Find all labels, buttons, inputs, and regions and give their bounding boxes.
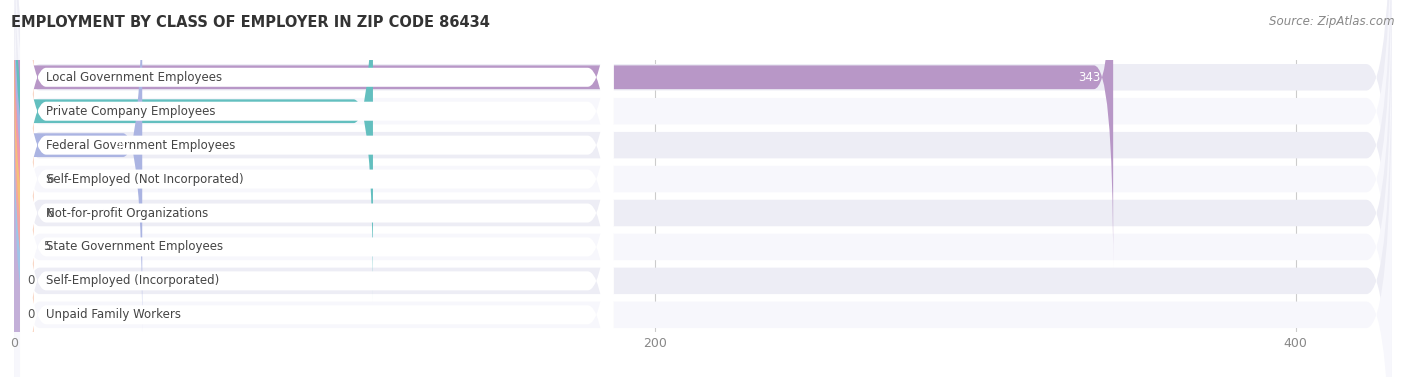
FancyBboxPatch shape — [14, 0, 1392, 377]
FancyBboxPatch shape — [14, 0, 1392, 369]
Text: 112: 112 — [337, 105, 360, 118]
FancyBboxPatch shape — [14, 21, 34, 377]
FancyBboxPatch shape — [0, 89, 34, 377]
Text: Self-Employed (Not Incorporated): Self-Employed (Not Incorporated) — [46, 173, 243, 185]
Text: 6: 6 — [46, 173, 53, 185]
FancyBboxPatch shape — [14, 0, 1392, 377]
Text: State Government Employees: State Government Employees — [46, 241, 224, 253]
FancyBboxPatch shape — [11, 55, 34, 377]
FancyBboxPatch shape — [14, 0, 1114, 269]
FancyBboxPatch shape — [21, 0, 613, 373]
FancyBboxPatch shape — [21, 0, 613, 377]
FancyBboxPatch shape — [21, 0, 613, 377]
Text: Source: ZipAtlas.com: Source: ZipAtlas.com — [1270, 15, 1395, 28]
Text: EMPLOYMENT BY CLASS OF EMPLOYER IN ZIP CODE 86434: EMPLOYMENT BY CLASS OF EMPLOYER IN ZIP C… — [11, 15, 491, 30]
FancyBboxPatch shape — [21, 0, 613, 377]
FancyBboxPatch shape — [14, 0, 142, 337]
Text: Not-for-profit Organizations: Not-for-profit Organizations — [46, 207, 208, 219]
Text: Private Company Employees: Private Company Employees — [46, 105, 215, 118]
Text: 6: 6 — [46, 207, 53, 219]
FancyBboxPatch shape — [14, 0, 1392, 377]
Text: 5: 5 — [44, 241, 51, 253]
Text: Self-Employed (Incorporated): Self-Employed (Incorporated) — [46, 274, 219, 287]
FancyBboxPatch shape — [21, 53, 613, 377]
FancyBboxPatch shape — [14, 0, 34, 371]
Text: 343: 343 — [1078, 71, 1101, 84]
FancyBboxPatch shape — [21, 19, 613, 377]
FancyBboxPatch shape — [14, 0, 1392, 336]
FancyBboxPatch shape — [14, 23, 1392, 377]
Text: 0: 0 — [27, 308, 34, 321]
Text: 40: 40 — [114, 139, 129, 152]
FancyBboxPatch shape — [14, 0, 373, 303]
FancyBboxPatch shape — [14, 0, 1392, 377]
FancyBboxPatch shape — [0, 123, 34, 377]
FancyBboxPatch shape — [14, 57, 1392, 377]
FancyBboxPatch shape — [21, 0, 613, 339]
FancyBboxPatch shape — [21, 0, 613, 377]
Text: Local Government Employees: Local Government Employees — [46, 71, 222, 84]
Text: Federal Government Employees: Federal Government Employees — [46, 139, 235, 152]
Text: Unpaid Family Workers: Unpaid Family Workers — [46, 308, 181, 321]
Text: 0: 0 — [27, 274, 34, 287]
